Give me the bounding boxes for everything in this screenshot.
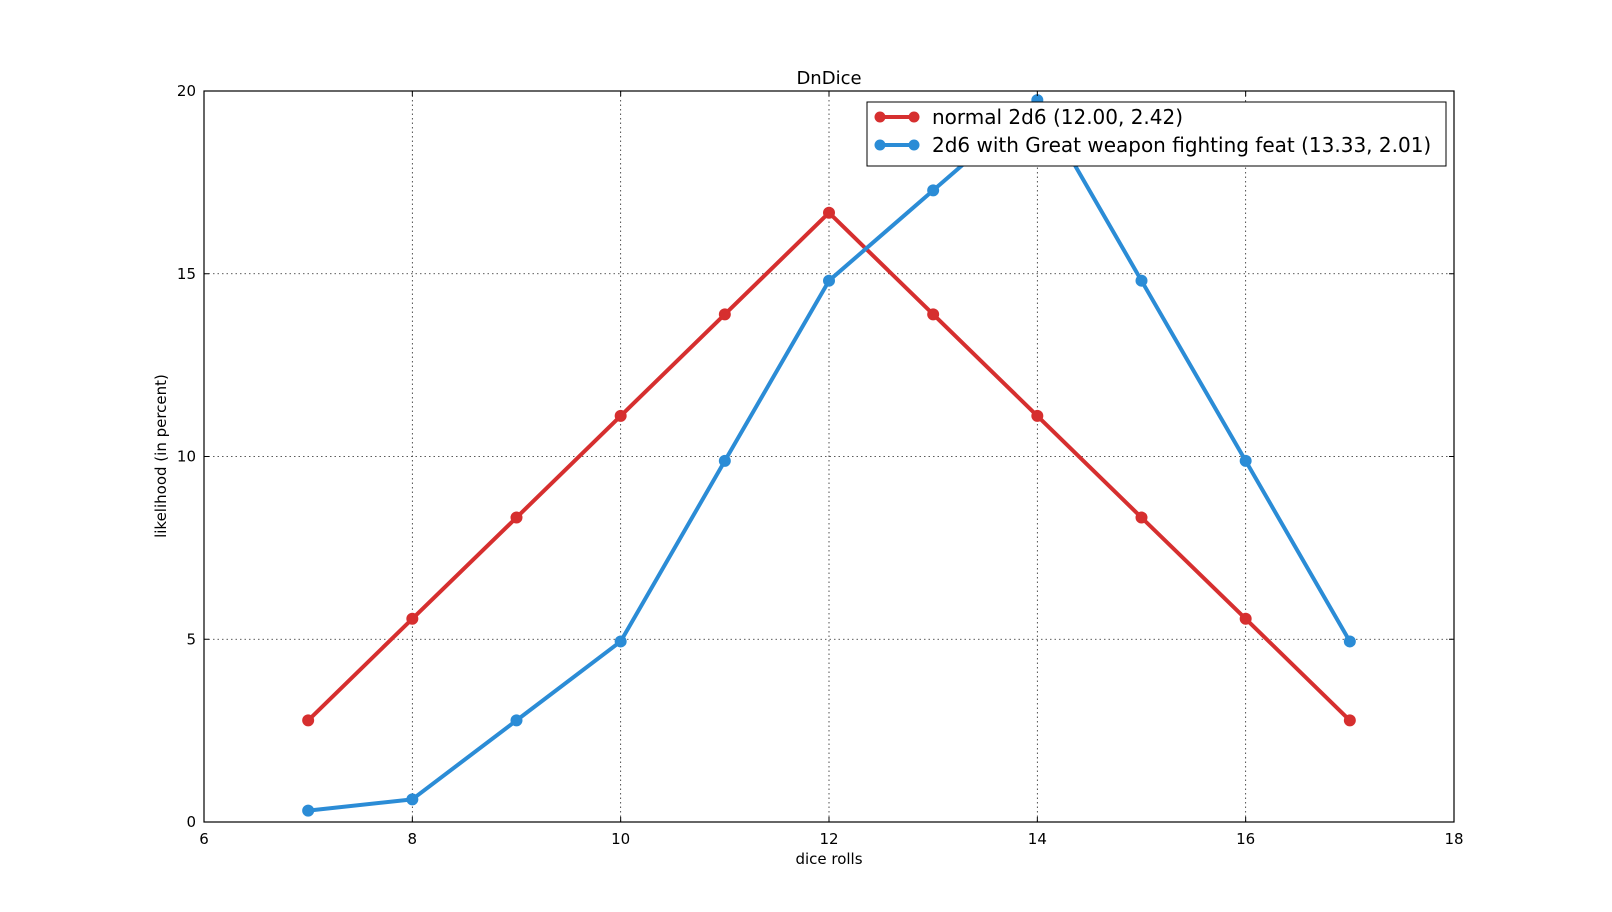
axis-ticks: 6 8 10 12 14 16 18 0 5 10 15 20 [177, 82, 1464, 848]
legend-swatch-point [908, 139, 920, 151]
legend: normal 2d6 (12.00, 2.42) 2d6 with Great w… [866, 101, 1447, 167]
series-1-point [510, 511, 523, 524]
series-1-point [1135, 511, 1148, 524]
x-tick-label: 8 [408, 830, 418, 848]
legend-swatch-point [874, 139, 886, 151]
legend-entry-label: 2d6 with Great weapon fighting feat (13.… [932, 133, 1431, 157]
y-tick-label: 5 [186, 630, 196, 648]
series-1-line [306, 210, 1352, 723]
series-1-point [302, 714, 315, 727]
x-tick-label: 10 [611, 830, 630, 848]
series-1-point [406, 612, 419, 625]
series-2-point [1343, 635, 1356, 648]
y-tick-label: 10 [177, 448, 196, 466]
legend-entry-label: normal 2d6 (12.00, 2.42) [932, 105, 1183, 129]
series-1-point [718, 308, 731, 321]
series-1-point [1031, 409, 1044, 422]
legend-swatch-point [874, 111, 886, 123]
y-tick-label: 0 [186, 813, 196, 831]
y-axis-label: likelihood (in percent) [152, 374, 170, 538]
series-2-point [1135, 274, 1148, 287]
legend-items: normal 2d6 (12.00, 2.42) 2d6 with Great w… [874, 105, 1431, 157]
x-tick-label: 14 [1028, 830, 1047, 848]
legend-box [866, 101, 1447, 167]
series-2-point [1239, 454, 1252, 467]
series-2-point [406, 793, 419, 806]
series-2 [302, 94, 1356, 817]
series-layer [302, 94, 1356, 817]
series-1-point [614, 409, 627, 422]
y-tick-label: 15 [177, 265, 196, 283]
series-2-point [927, 184, 940, 197]
x-tick-label: 18 [1444, 830, 1463, 848]
series-2-point [823, 274, 835, 287]
x-tick-label: 6 [199, 830, 209, 848]
series-1-point [1239, 612, 1252, 625]
series-2-point [614, 635, 627, 648]
series-1-point [1343, 714, 1356, 727]
y-tick-label: 20 [177, 82, 196, 100]
series-2-point [510, 714, 523, 727]
chart-title: DnDice [796, 68, 861, 89]
series-2-point [718, 454, 731, 467]
x-axis-label: dice rolls [795, 850, 862, 868]
series-1 [302, 206, 1356, 727]
x-tick-label: 16 [1236, 830, 1255, 848]
series-1-point [927, 308, 940, 321]
series-2-point [302, 804, 315, 817]
legend-swatch-point [908, 111, 920, 123]
series-1-point [823, 206, 835, 219]
grid [204, 91, 1454, 822]
x-tick-label: 12 [819, 830, 838, 848]
